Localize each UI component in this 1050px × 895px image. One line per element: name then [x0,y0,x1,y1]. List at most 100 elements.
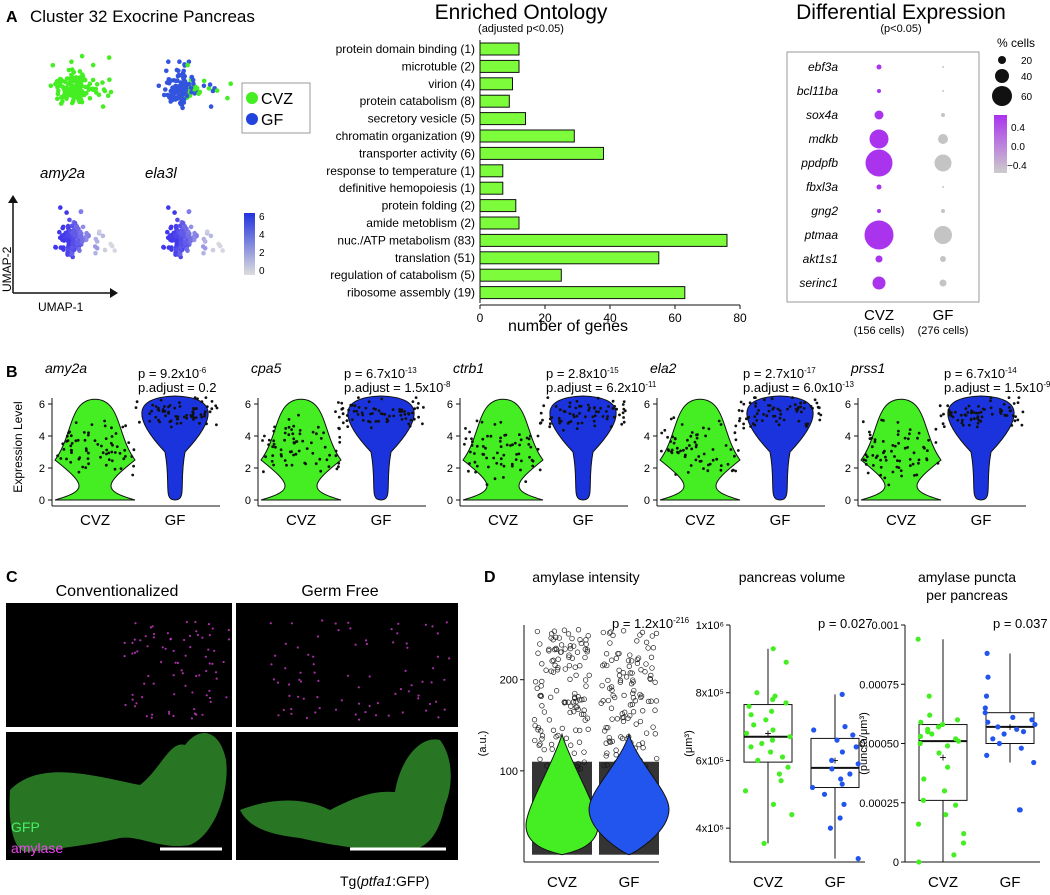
box-data-point [821,791,828,797]
violin-point [388,414,391,418]
dotplot-gene-label: sox4a [806,108,838,122]
violin-point [670,451,674,455]
violin-point [684,453,687,457]
violin-point [84,447,88,450]
violin-point [391,408,395,411]
dotplot-dot-cvz [874,110,884,120]
intensity-point [535,650,541,656]
violin-point [702,467,705,470]
violin-point [670,448,674,452]
violin-point [69,448,73,452]
intensity-point [582,654,588,661]
violin-plot-prss1: prss1 p = 6.7x10-14p.adjust = 1.5x10-9024… [845,360,1050,529]
violin-point [708,462,712,466]
violin-point [621,403,625,406]
violin-point [998,408,1002,411]
violin-point [804,422,808,426]
violin-point [114,432,118,435]
umap-point [94,239,100,244]
violin-point [138,420,141,424]
intensity-point [554,667,561,673]
violin-plot-ela2: ela2 p = 2.7x10-17p.adjust = 6.0x10-13024… [644,360,855,529]
violin-point [695,436,699,440]
umap-point [165,92,170,98]
umap-point [164,68,169,74]
amylase-punctum [208,689,211,693]
violin-point [675,446,679,450]
box-data-point [839,749,846,755]
diffexp-color-scale [994,115,1007,173]
violin-point [101,451,105,455]
intensity-point [603,740,609,746]
amylase-punctum [190,717,193,720]
violin-point [778,416,782,420]
intensity-point [556,635,562,641]
padj-text: p.adjust = 1.5x10 [344,380,443,395]
intensity-point [621,692,627,699]
violin-point [753,415,757,418]
umap-point [71,77,76,82]
violin-point [83,438,87,442]
violin-point [568,412,572,415]
box-data-point [916,821,922,827]
violin-point [873,438,877,441]
violin-point [127,441,131,444]
violin-point [311,430,315,434]
umap-point [173,83,179,89]
amylase-punctum [374,714,378,717]
umap-point [107,77,112,82]
umap-point [225,95,230,101]
intensity-point [652,679,658,685]
intensity-point [605,724,611,731]
violin-point [261,439,264,442]
amylase-punctum [298,678,301,681]
amylase-punctum [288,683,291,686]
panel-label-d: D [484,569,496,586]
violin-point [990,412,994,416]
violin-point [797,419,801,423]
quant-title-line2: per pancreas [926,587,1008,603]
quant-y-label: (a.u.) [477,731,489,757]
umap-point [87,81,93,87]
intensity-point [532,722,538,729]
violin-point [496,451,499,455]
violin-point [677,451,680,455]
diffexp-title: Differential Expression [796,1,1006,24]
amylase-punctum [152,682,155,685]
intensity-point [643,730,650,736]
violin-point [898,459,902,463]
quant-y-tick-label: 0.001 [871,620,899,632]
violin-x-label-gf: GF [770,512,791,529]
quant-y-tick-label: 4x10⁵ [696,823,724,835]
umap-point [176,68,181,74]
micrograph-title-gf: Germ Free [301,583,378,600]
amylase-punctum [168,710,171,713]
violin-point [734,424,738,428]
amylase-punctum [205,669,208,673]
violin-point [270,459,274,463]
box-data-point [755,757,761,764]
violin-point [374,407,377,411]
violin-point [287,425,291,429]
intensity-point [637,691,643,698]
intensity-point [567,645,574,652]
umap-point [188,85,194,91]
violin-point [164,414,167,418]
label-amylase: amylase [11,840,63,856]
amylase-punctum [313,671,316,674]
violin-point [951,415,955,419]
violin-point [176,417,180,421]
violin-point [815,401,819,405]
violin-point [159,398,163,402]
violin-point [340,401,344,405]
box-data-point [850,732,856,738]
violin-point [765,414,769,418]
umap-point [175,217,180,223]
box-data-point [953,802,959,808]
umap-point [62,234,67,240]
violin-point [970,411,973,415]
violin-point [925,458,929,462]
violin-point [377,419,380,423]
violin-point [198,422,201,425]
ontology-bar [479,233,728,247]
